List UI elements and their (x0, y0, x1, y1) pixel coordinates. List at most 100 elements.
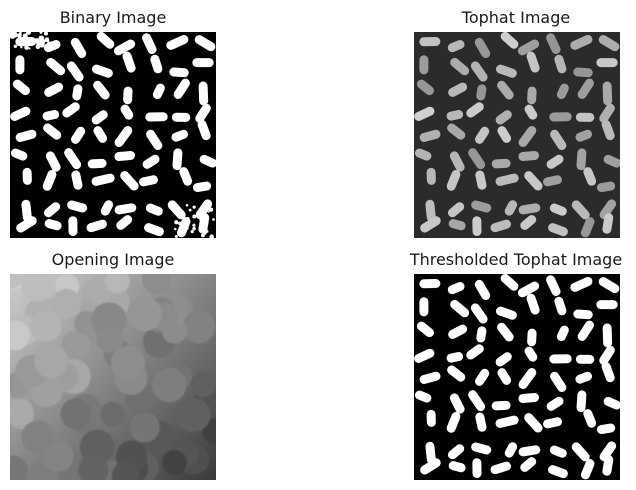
rice-grain (546, 275, 561, 296)
binary-image (10, 32, 216, 238)
rice-grain (446, 170, 461, 191)
rice-grain (414, 390, 432, 403)
rice-grain (601, 362, 615, 383)
rice-grain (114, 150, 136, 162)
opening-blob (182, 310, 216, 343)
rice-grain (446, 352, 464, 363)
rice-grain (491, 400, 511, 411)
rice-grain (602, 81, 613, 106)
rice-grain (570, 277, 593, 292)
rice-grain (448, 461, 466, 473)
rice-grain (419, 55, 429, 75)
rice-grain (470, 303, 488, 324)
rice-grain (44, 219, 62, 231)
rice-grain (474, 279, 491, 301)
noise-speck (19, 32, 22, 35)
rice-grain (596, 181, 616, 193)
rice-grain (583, 167, 597, 186)
rice-grain (475, 170, 487, 190)
opening-blob (34, 344, 69, 379)
rice-grain (549, 445, 567, 458)
tophat-image (414, 32, 620, 238)
rice-grain (500, 274, 519, 291)
rice-grain (113, 39, 136, 56)
rice-grain (15, 129, 37, 142)
opening-blob (151, 367, 187, 403)
rice-grain (517, 39, 540, 56)
rice-grain (114, 203, 137, 215)
noise-speck (185, 217, 188, 220)
rice-grain (475, 412, 487, 432)
opening-blob (175, 397, 211, 433)
rice-grain (518, 150, 540, 162)
rice-grain (120, 104, 134, 120)
rice-grain (71, 126, 86, 144)
rice-grain (577, 78, 594, 99)
rice-grain (556, 325, 569, 342)
rice-grain (419, 371, 441, 384)
rice-grain (576, 390, 587, 413)
rice-grain (571, 442, 590, 462)
noise-speck (197, 209, 201, 213)
opening-blob (77, 455, 109, 480)
rice-grain (91, 110, 108, 125)
rice-grain (416, 79, 434, 96)
rice-grain (518, 203, 541, 215)
rice-grain (195, 199, 213, 220)
rice-grain (87, 158, 107, 169)
rice-grain (472, 458, 482, 479)
rice-grain (42, 170, 57, 191)
rice-grain (150, 54, 163, 74)
rice-grain (548, 465, 568, 479)
noise-speck (181, 214, 186, 219)
opening-blob (10, 398, 34, 426)
rice-grain (172, 148, 183, 171)
rice-grain (15, 37, 37, 47)
rice-grain (520, 457, 537, 472)
rice-grain (468, 148, 486, 170)
noise-speck (13, 44, 18, 49)
noise-speck (174, 234, 178, 238)
rice-grain (549, 203, 567, 216)
noise-speck (192, 226, 196, 231)
rice-grain (527, 86, 537, 105)
rice-grain (64, 148, 82, 170)
rice-grain (195, 103, 211, 123)
rice-grain (472, 216, 482, 237)
noise-speck (192, 223, 196, 227)
rice-grain (414, 106, 435, 121)
rice-grain (419, 297, 429, 317)
rice-grain (580, 217, 595, 238)
rice-grain (470, 61, 488, 82)
noise-speck (190, 229, 194, 234)
rice-grain (475, 126, 490, 144)
rice-grain (446, 412, 461, 433)
rice-grain (599, 199, 617, 220)
rice-grain (192, 181, 212, 193)
rice-grain (447, 282, 465, 295)
noise-speck (208, 207, 214, 212)
rice-grain (596, 58, 618, 68)
rice-grain (100, 200, 114, 216)
rice-grain (447, 444, 465, 460)
rice-grain (171, 112, 191, 122)
rice-grain (96, 32, 115, 49)
noise-speck (35, 44, 41, 50)
opening-blob (43, 441, 74, 472)
rice-grain (10, 148, 28, 161)
title-tophat-image: Tophat Image (461, 8, 571, 27)
rice-grain (152, 83, 165, 100)
rice-grain (198, 81, 209, 106)
rice-grain (518, 368, 537, 389)
rice-grain (495, 352, 512, 367)
noise-speck (207, 210, 210, 213)
rice-grain (166, 35, 189, 50)
noise-speck (43, 32, 49, 36)
rice-grain (420, 458, 441, 475)
rice-grain (91, 64, 113, 78)
rice-grain (62, 102, 80, 118)
rice-grain (171, 129, 189, 142)
rice-grain (15, 55, 25, 75)
rice-grain (448, 324, 468, 339)
rice-grain (497, 126, 512, 143)
